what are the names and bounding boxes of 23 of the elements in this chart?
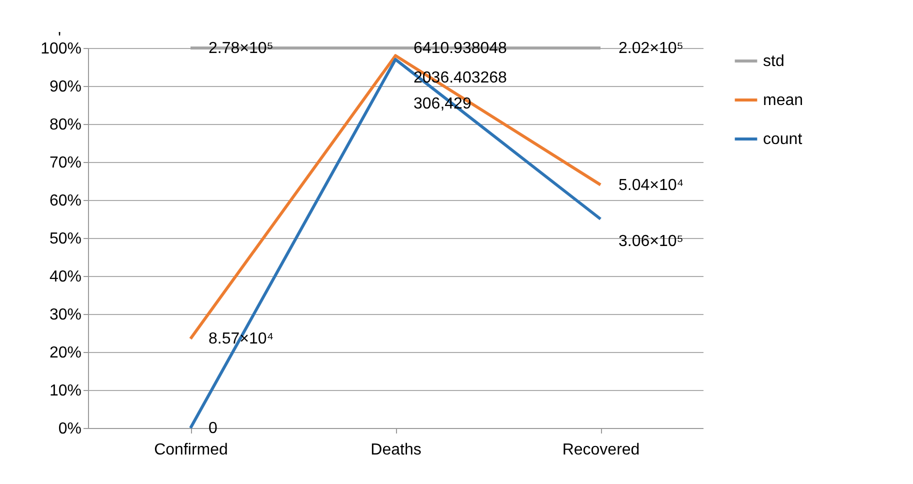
annotation: 2.02×10⁵ [618,40,684,57]
legend-label: count [763,131,803,148]
legend-label: mean [763,92,804,109]
y-tick-label: 100% [40,40,82,58]
y-tick-label: 80% [49,116,82,134]
x-tick-label: Deaths [370,442,422,458]
y-tick-label: 0% [58,420,82,438]
x-tick-label: Recovered [562,442,640,458]
annotation: 0 [208,420,218,437]
y-tick-label: 60% [49,192,82,210]
y-tick-label: 10% [49,382,82,400]
y-tick-label: 30% [49,306,82,324]
y-tick-label: 50% [49,230,82,248]
y-tick-label: 90% [49,78,82,96]
legend-label: std [763,53,784,70]
y-tick-label: 20% [49,344,82,362]
annotation: 6410.938048 [414,40,508,57]
annotation: 5.04×10⁴ [618,176,684,194]
x-tick-label: Confirmed [154,442,228,458]
annotation: 2.78×10⁵ [208,40,274,57]
y-tick-label: 70% [49,154,82,172]
annotation: 3.06×10⁵ [618,233,684,250]
y-tick-label: 40% [49,268,82,286]
